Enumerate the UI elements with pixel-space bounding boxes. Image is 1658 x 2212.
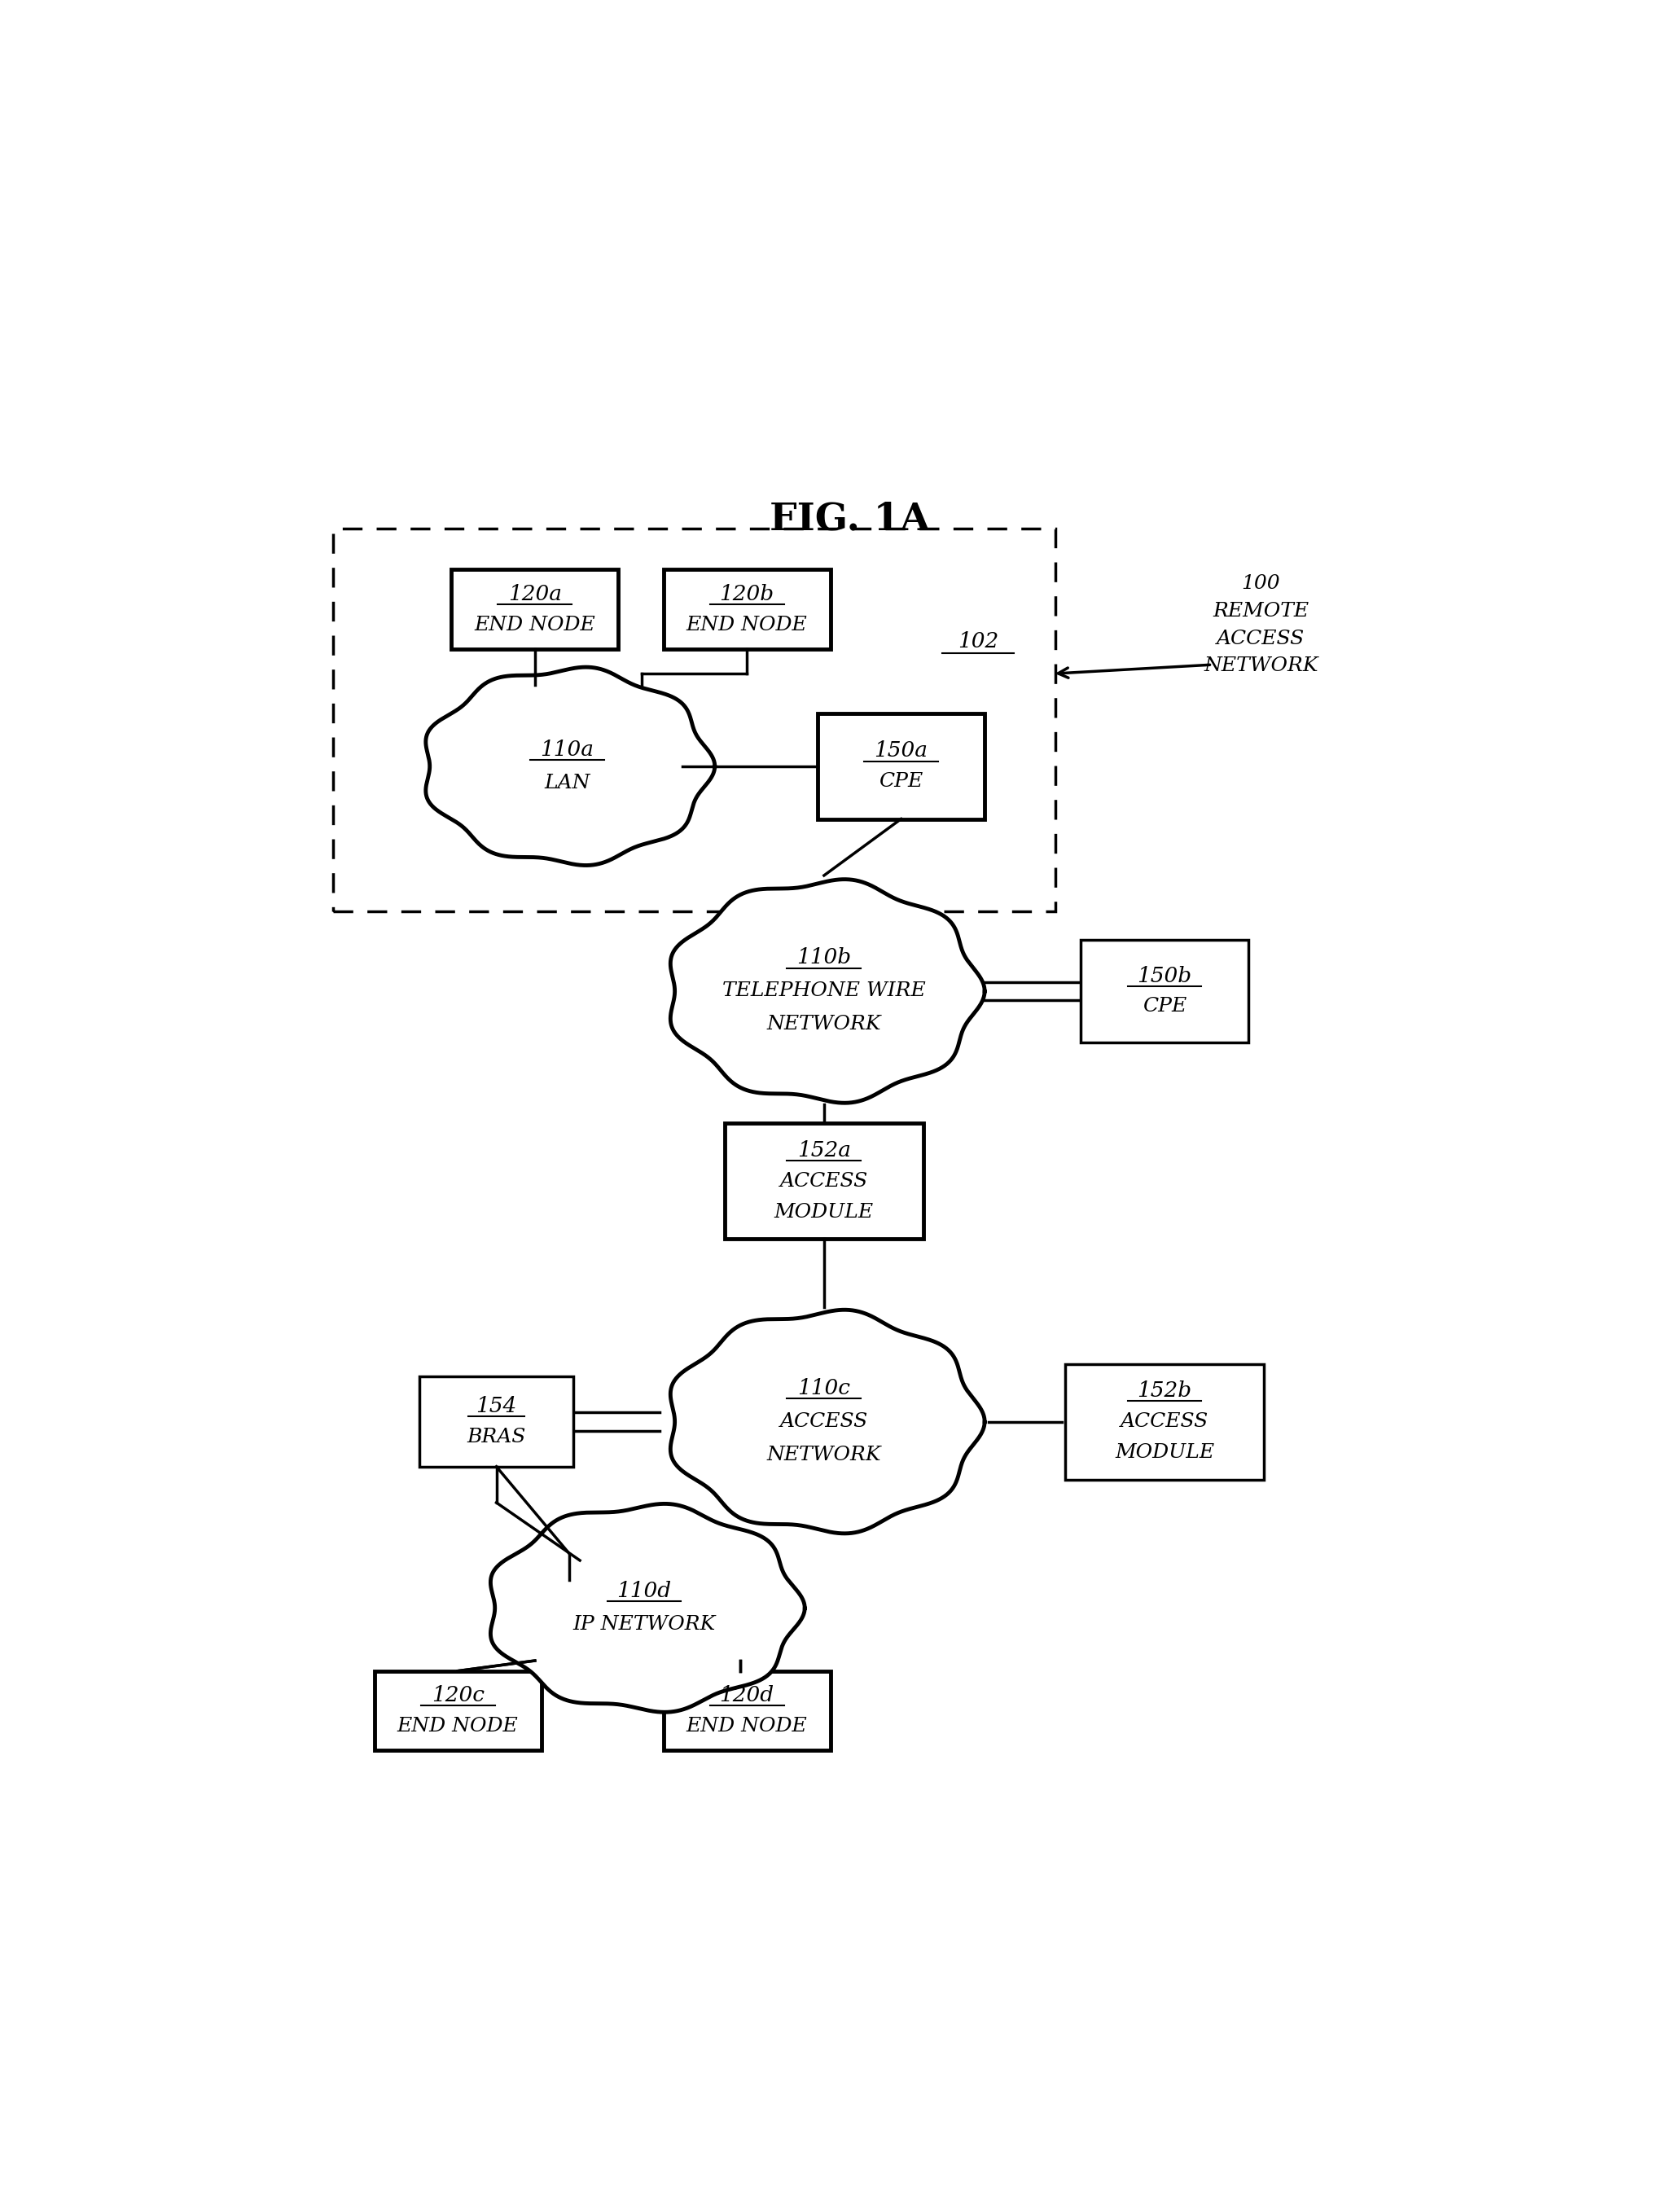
Text: 120c: 120c bbox=[431, 1686, 484, 1705]
Text: FIG. 1A: FIG. 1A bbox=[769, 500, 930, 538]
Text: 100
REMOTE
ACCESS
NETWORK: 100 REMOTE ACCESS NETWORK bbox=[1204, 575, 1318, 675]
Polygon shape bbox=[670, 880, 985, 1104]
Text: 150b: 150b bbox=[1137, 964, 1192, 987]
Bar bbox=[817, 714, 985, 818]
Text: 102: 102 bbox=[958, 630, 998, 653]
Text: TELEPHONE WIRE: TELEPHONE WIRE bbox=[723, 982, 925, 1000]
Text: 152a: 152a bbox=[797, 1141, 851, 1161]
Text: BRAS: BRAS bbox=[468, 1427, 526, 1447]
Text: MODULE: MODULE bbox=[1114, 1442, 1214, 1462]
Bar bbox=[663, 571, 831, 650]
Bar bbox=[725, 1124, 924, 1239]
Bar bbox=[663, 1670, 831, 1750]
Text: ACCESS: ACCESS bbox=[1121, 1411, 1209, 1431]
Text: 120b: 120b bbox=[720, 584, 774, 604]
Bar bbox=[1064, 1365, 1263, 1480]
Text: MODULE: MODULE bbox=[774, 1203, 874, 1221]
Text: 120d: 120d bbox=[720, 1686, 774, 1705]
Text: 152b: 152b bbox=[1137, 1380, 1192, 1400]
Text: 110d: 110d bbox=[617, 1582, 671, 1601]
Text: 110c: 110c bbox=[797, 1378, 851, 1398]
Text: CPE: CPE bbox=[879, 772, 924, 792]
Polygon shape bbox=[670, 1310, 985, 1533]
Bar bbox=[451, 571, 618, 650]
Text: 110b: 110b bbox=[797, 947, 851, 969]
Text: ACCESS: ACCESS bbox=[779, 1172, 869, 1190]
Text: NETWORK: NETWORK bbox=[766, 1015, 882, 1033]
Text: END NODE: END NODE bbox=[474, 615, 595, 635]
Text: NETWORK: NETWORK bbox=[766, 1447, 882, 1464]
Text: 154: 154 bbox=[476, 1396, 517, 1416]
Text: IP NETWORK: IP NETWORK bbox=[572, 1615, 716, 1635]
Text: 150a: 150a bbox=[874, 741, 928, 761]
Polygon shape bbox=[426, 668, 715, 865]
Bar bbox=[419, 1376, 574, 1467]
Text: END NODE: END NODE bbox=[686, 1717, 807, 1736]
Bar bbox=[375, 1670, 541, 1750]
Text: LAN: LAN bbox=[544, 774, 590, 792]
Text: CPE: CPE bbox=[1142, 998, 1187, 1015]
Text: 110a: 110a bbox=[541, 739, 594, 759]
Bar bbox=[1081, 940, 1248, 1042]
Text: 120a: 120a bbox=[507, 584, 562, 604]
Polygon shape bbox=[491, 1504, 804, 1712]
Text: END NODE: END NODE bbox=[686, 615, 807, 635]
Bar bbox=[333, 529, 1056, 911]
Text: END NODE: END NODE bbox=[398, 1717, 519, 1736]
Text: ACCESS: ACCESS bbox=[779, 1411, 869, 1431]
